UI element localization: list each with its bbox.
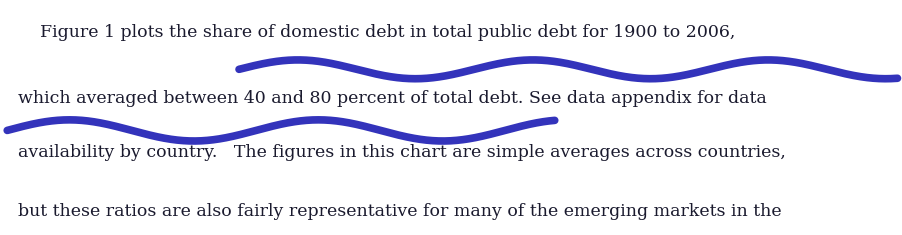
Text: availability by country.   The figures in this chart are simple averages across : availability by country. The figures in … [18, 144, 786, 161]
Text: which averaged between 40 and 80 percent of total debt. See data appendix for da: which averaged between 40 and 80 percent… [18, 90, 767, 107]
Text: but these ratios are also fairly representative for many of the emerging markets: but these ratios are also fairly represe… [18, 203, 782, 220]
Text: Figure 1 plots the share of domestic debt in total public debt for 1900 to 2006,: Figure 1 plots the share of domestic deb… [18, 24, 735, 41]
